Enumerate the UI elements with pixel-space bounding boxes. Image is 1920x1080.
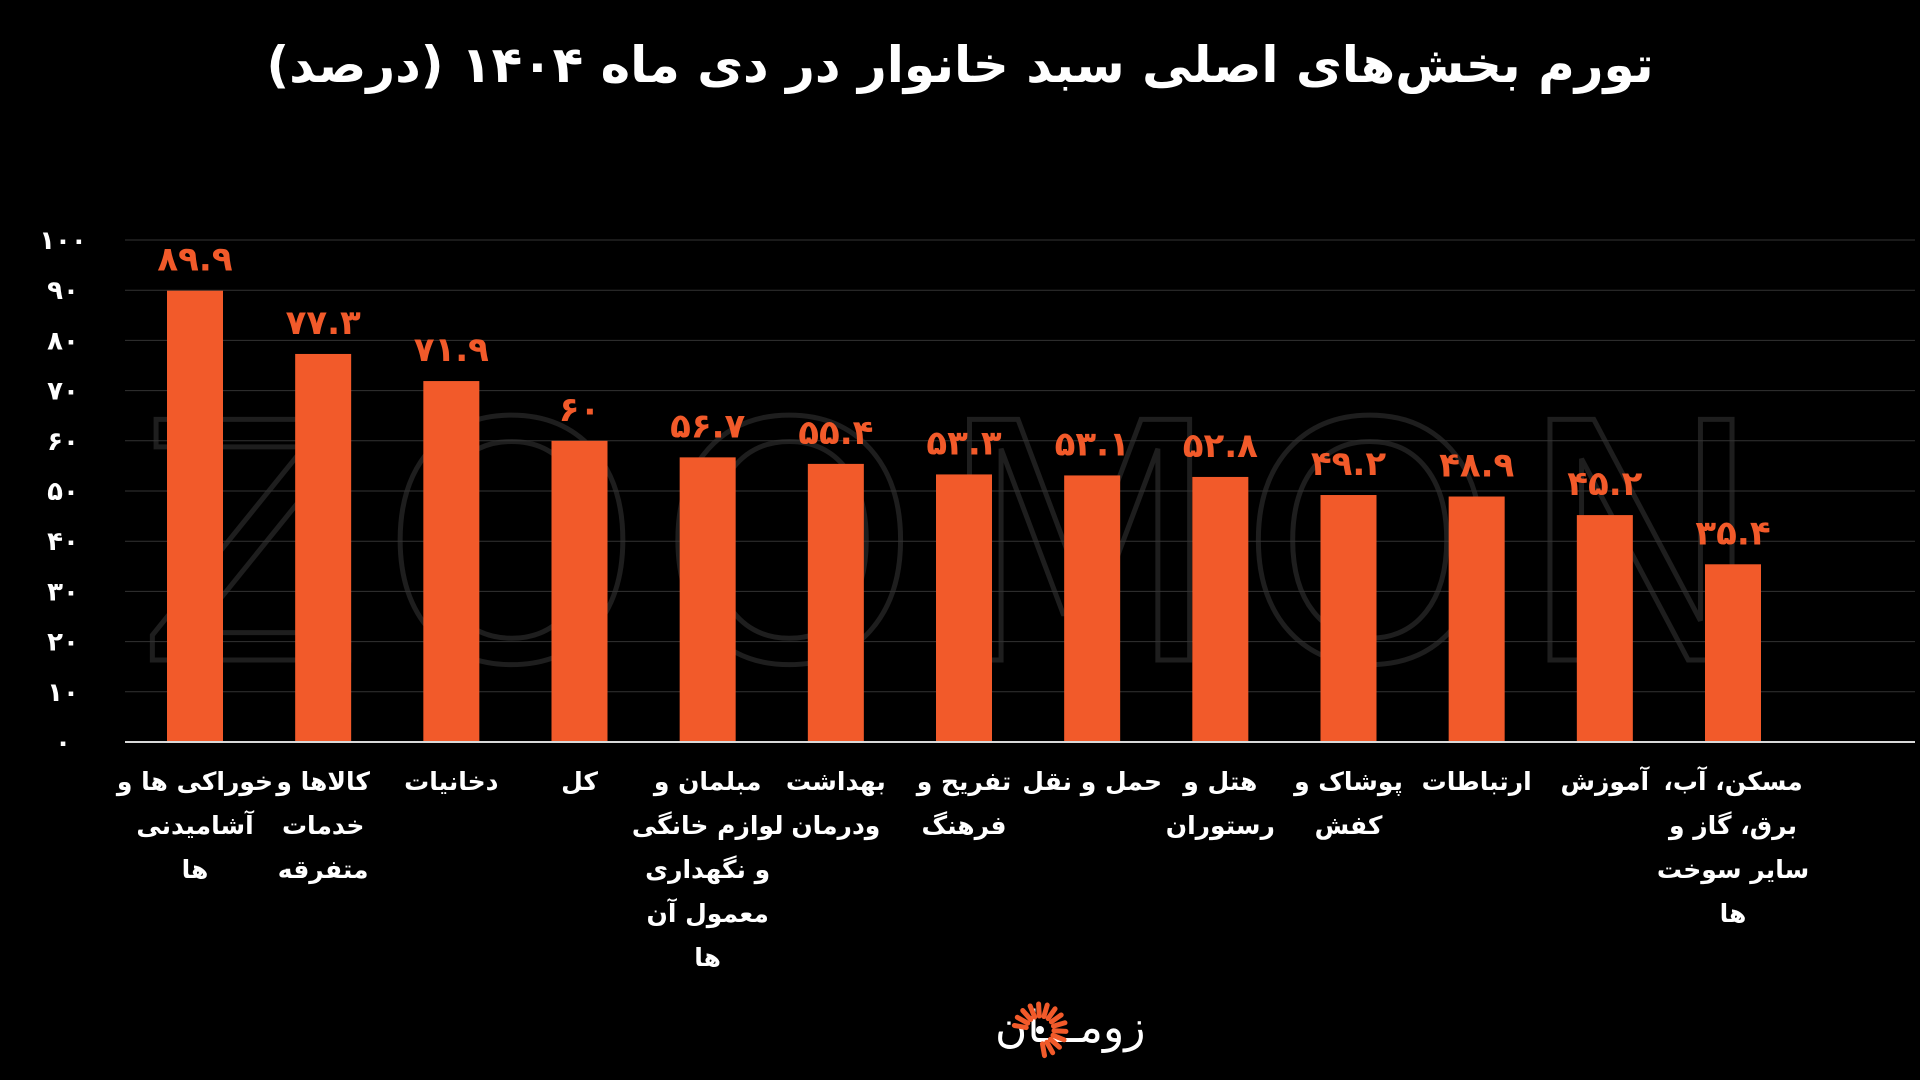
logo-center xyxy=(1036,1026,1044,1034)
y-tick-label: ۵۰ xyxy=(47,477,79,507)
y-tick-label: ۷۰ xyxy=(47,377,79,407)
y-tick-label: ۶۰ xyxy=(47,427,79,457)
x-tick-label: کل xyxy=(561,767,598,796)
x-tick-label: تفریح و فرهنگ xyxy=(915,767,1012,841)
bar xyxy=(679,457,736,742)
logo-ray xyxy=(1036,1001,1042,1019)
bar xyxy=(936,474,992,742)
logo-ray xyxy=(1027,1003,1038,1020)
bar xyxy=(1192,476,1249,742)
bar xyxy=(1320,495,1377,742)
y-tick-label: ۴۰ xyxy=(47,527,79,557)
y-tick-label: ۱۰ xyxy=(47,678,79,708)
x-tick-label: مسکن، آب، برق، گاز و سایر سوخت ها xyxy=(1657,766,1809,928)
logo-ray xyxy=(1045,1006,1058,1022)
data-label: ۷۱.۹ xyxy=(414,330,489,370)
data-label: ۴۵.۲ xyxy=(1567,464,1642,504)
logo-ray xyxy=(1051,1028,1069,1034)
bar xyxy=(1064,475,1121,742)
logo-ray xyxy=(1044,1039,1056,1056)
data-label: ۴۸.۹ xyxy=(1439,446,1514,486)
data-label: ۵۲.۸ xyxy=(1183,426,1258,466)
data-label: ۵۳.۳ xyxy=(926,423,1001,463)
bars xyxy=(167,290,1761,742)
logo-ray xyxy=(1050,1032,1067,1043)
data-label: ۵۳.۱ xyxy=(1055,424,1130,464)
bar xyxy=(423,381,480,742)
x-tick-label: ارتباطات xyxy=(1422,767,1532,796)
y-tick-label: ۳۰ xyxy=(47,577,79,607)
logo-ray xyxy=(1048,1012,1064,1025)
logo-ray xyxy=(1050,1020,1068,1029)
logo-ray xyxy=(1014,1014,1031,1026)
x-tick-label: بهداشت ودرمان xyxy=(786,767,886,841)
y-axis-ticks: ۰ ۱۰ ۲۰ ۳۰ ۴۰ ۵۰ ۶۰ ۷۰ ۸۰ ۹۰ ۱۰۰ xyxy=(39,226,87,758)
data-label: ۷۷.۳ xyxy=(286,303,361,343)
x-tick-label: آموزش xyxy=(1561,766,1651,797)
logo-ray xyxy=(1039,1041,1048,1059)
x-tick-label: هتل و رستوران xyxy=(1166,767,1275,841)
y-tick-label: ۰ xyxy=(55,728,71,758)
y-tick-label: ۸۰ xyxy=(47,326,79,356)
y-tick-label: ۱۰۰ xyxy=(39,226,87,256)
bar xyxy=(295,353,352,742)
data-label: ۸۹.۹ xyxy=(157,240,232,280)
x-tick-label: پوشاک و کفش xyxy=(1292,767,1403,840)
logo-ray xyxy=(1047,1036,1062,1050)
data-label: ۵۵.۴ xyxy=(798,413,873,453)
bar xyxy=(1705,564,1761,742)
logo-ray xyxy=(1020,1008,1034,1023)
x-tick-label: خوراکی ها و آشامیدنی ها xyxy=(115,767,273,884)
bar xyxy=(1576,515,1633,742)
x-tick-label: حمل و نقل xyxy=(1022,767,1162,797)
bar xyxy=(551,440,608,742)
logo-ray xyxy=(1041,1002,1050,1020)
x-tick-label: مبلمان و لوازم خانگی و نگهداری معمول آن ها xyxy=(632,767,784,972)
y-tick-label: ۹۰ xyxy=(47,276,79,306)
x-tick-label: دخانیات xyxy=(404,767,499,796)
x-tick-label: کالاها و خدمات متفرقه xyxy=(274,767,370,885)
data-label: ۶۰ xyxy=(559,390,601,430)
bar xyxy=(1448,496,1505,742)
data-label: ۳۵.۴ xyxy=(1695,513,1770,553)
logo-ray xyxy=(1011,1022,1029,1031)
sunburst-logo-icon xyxy=(1011,1001,1069,1059)
bar xyxy=(167,290,223,742)
data-label: ۵۶.۷ xyxy=(670,406,745,446)
chart-title: تورم بخش‌های اصلی سبد خانوار در دی ماه ۱… xyxy=(266,36,1653,95)
y-tick-label: ۲۰ xyxy=(47,628,79,658)
data-label: ۴۹.۲ xyxy=(1311,444,1386,484)
brand-logo: زومـــان xyxy=(995,1001,1145,1059)
value-labels: ۸۹.۹ ۷۷.۳ ۷۱.۹ ۶۰ ۵۶.۷ ۵۵.۴ ۵۳.۳ ۵۳.۱ ۵۲.۸ ۴۹.۲ ۴۸… xyxy=(157,240,1770,554)
bar xyxy=(807,463,864,742)
